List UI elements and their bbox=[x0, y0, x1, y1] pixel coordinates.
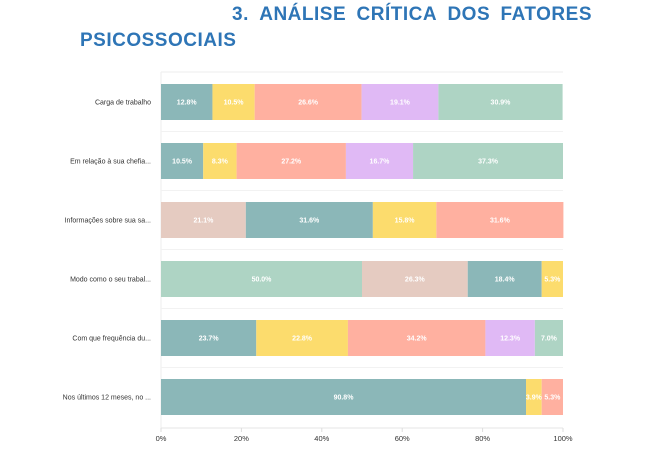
data-label: 90.8% bbox=[334, 395, 355, 402]
x-tick-label: 0% bbox=[156, 434, 167, 443]
data-label: 5.3% bbox=[544, 277, 561, 284]
x-tick-label: 20% bbox=[234, 434, 249, 443]
data-label: 34.2% bbox=[407, 336, 428, 343]
data-label: 27.2% bbox=[281, 159, 302, 166]
bar-segment bbox=[161, 261, 362, 297]
data-label: 37.3% bbox=[478, 159, 499, 166]
heading-word: ANÁLISE bbox=[259, 4, 347, 25]
data-label: 50.0% bbox=[252, 277, 273, 284]
bar-segment bbox=[362, 261, 468, 297]
bar-segment bbox=[161, 143, 204, 179]
bar-segment bbox=[485, 320, 535, 356]
bar-segment bbox=[526, 379, 542, 415]
data-label: 8.3% bbox=[212, 159, 229, 166]
data-label: 21.1% bbox=[193, 218, 214, 225]
bar-segment bbox=[256, 320, 348, 356]
data-label: 22.8% bbox=[292, 336, 313, 343]
section-heading-line1: 3. ANÁLISE CRÍTICA DOS FATORES bbox=[232, 4, 592, 26]
x-tick-label: 80% bbox=[475, 434, 490, 443]
bar-segment bbox=[212, 84, 255, 120]
data-label: 10.5% bbox=[224, 100, 245, 107]
category-label: Informações sobre sua sa... bbox=[65, 218, 151, 225]
bar-segment bbox=[161, 202, 246, 238]
bar-segment bbox=[541, 261, 563, 297]
data-label: 3.9% bbox=[526, 395, 543, 402]
data-label: 12.3% bbox=[500, 336, 521, 343]
bar-segment bbox=[347, 320, 486, 356]
bar-segment bbox=[361, 84, 439, 120]
bar-segment bbox=[436, 202, 564, 238]
data-label: 15.8% bbox=[395, 218, 416, 225]
data-label: 7.0% bbox=[541, 336, 558, 343]
bar-segment bbox=[161, 84, 213, 120]
data-label: 26.3% bbox=[405, 277, 426, 284]
data-label: 31.6% bbox=[299, 218, 320, 225]
data-label: 10.5% bbox=[172, 159, 193, 166]
heading-word: FATORES bbox=[500, 4, 592, 25]
category-label: Modo como o seu trabal... bbox=[70, 277, 151, 284]
bar-segment bbox=[467, 261, 542, 297]
bar-segment bbox=[345, 143, 414, 179]
x-tick-label: 40% bbox=[314, 434, 329, 443]
bar-segment bbox=[161, 320, 257, 356]
bar-segment bbox=[413, 143, 563, 179]
data-label: 5.3% bbox=[544, 395, 561, 402]
data-label: 19.1% bbox=[390, 100, 411, 107]
x-tick-label: 60% bbox=[395, 434, 410, 443]
category-label: Nos últimos 12 meses, no ... bbox=[63, 395, 151, 402]
category-label: Carga de trabalho bbox=[95, 100, 151, 107]
bar-segment bbox=[541, 379, 563, 415]
section-number: 3. bbox=[232, 4, 249, 25]
section-heading-line2: PSICOSSOCIAIS bbox=[80, 30, 237, 51]
heading-word: DOS bbox=[447, 4, 491, 25]
bar-segment bbox=[245, 202, 373, 238]
data-label: 31.6% bbox=[490, 218, 511, 225]
heading-word: CRÍTICA bbox=[356, 4, 438, 25]
bar-segment bbox=[203, 143, 237, 179]
category-label: Com que frequência du... bbox=[72, 336, 151, 343]
data-label: 12.8% bbox=[177, 100, 198, 107]
bar-segment bbox=[161, 379, 527, 415]
data-label: 18.4% bbox=[495, 277, 516, 284]
bar-segment bbox=[236, 143, 346, 179]
bar-segment bbox=[438, 84, 563, 120]
bar-segment bbox=[254, 84, 362, 120]
bar-segment bbox=[372, 202, 437, 238]
x-tick-label: 100% bbox=[553, 434, 573, 443]
data-label: 23.7% bbox=[199, 336, 220, 343]
bar-segment bbox=[534, 320, 563, 356]
data-label: 30.9% bbox=[491, 100, 512, 107]
data-label: 26.6% bbox=[298, 100, 319, 107]
data-label: 16.7% bbox=[370, 159, 391, 166]
category-label: Em relação à sua chefia... bbox=[70, 159, 151, 166]
